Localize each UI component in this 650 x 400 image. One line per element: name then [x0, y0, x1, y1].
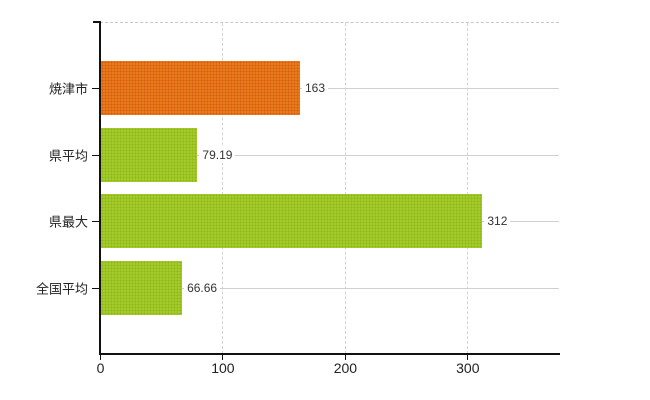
x-tick-label-300: 300 — [456, 360, 480, 376]
y-axis-top-cap — [93, 21, 101, 23]
x-axis-line — [99, 353, 560, 355]
x-tick-100 — [222, 355, 224, 360]
bar-yaizu-city[interactable] — [100, 61, 300, 115]
horizontal-gridline-row-1 — [100, 88, 559, 89]
y-tick-row-2 — [92, 155, 99, 156]
vertical-gridline-300 — [467, 23, 469, 354]
category-label-national-avg: 全国平均 — [35, 281, 88, 297]
value-label-prefecture-max: 312 — [484, 213, 511, 229]
x-tick-label-0: 0 — [96, 360, 105, 376]
y-tick-row-3 — [92, 221, 99, 222]
value-label-national-avg: 66.66 — [184, 280, 221, 296]
plot-top-border — [100, 22, 559, 23]
vertical-gridline-100 — [222, 23, 224, 354]
value-label-prefecture-avg: 79.19 — [199, 147, 236, 163]
bar-prefecture-max[interactable] — [100, 194, 483, 248]
x-tick-0 — [100, 355, 101, 360]
bar-prefecture-avg[interactable] — [100, 128, 198, 182]
category-label-prefecture-avg: 県平均 — [48, 148, 88, 164]
y-axis-line — [99, 22, 101, 355]
category-label-yaizu-city: 焼津市 — [48, 81, 88, 97]
bar-national-avg[interactable] — [100, 261, 183, 315]
y-tick-row-4 — [92, 288, 99, 289]
x-tick-200 — [344, 355, 346, 360]
horizontal-gridline-row-2 — [100, 155, 559, 156]
vertical-gridline-200 — [344, 23, 346, 354]
x-tick-label-100: 100 — [211, 360, 235, 376]
category-label-prefecture-max: 県最大 — [48, 214, 88, 230]
value-label-yaizu-city: 163 — [302, 80, 329, 96]
x-tick-300 — [467, 355, 469, 360]
horizontal-gridline-row-4 — [100, 288, 559, 289]
y-tick-row-1 — [92, 88, 99, 89]
x-tick-label-200: 200 — [333, 360, 358, 376]
